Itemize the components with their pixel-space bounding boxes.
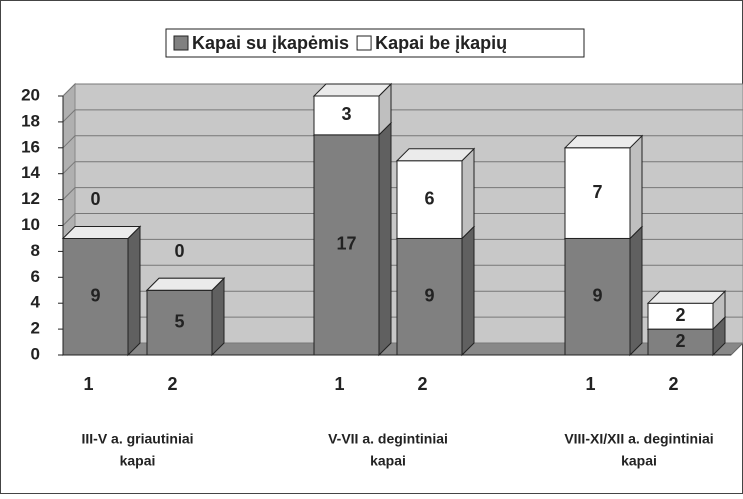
legend-label: Kapai be įkapių bbox=[375, 33, 507, 53]
bar-front bbox=[647, 328, 714, 356]
bar-top bbox=[312, 83, 393, 97]
grid-line bbox=[62, 213, 743, 226]
group-label: VIII-XI/XII a. degintiniai bbox=[564, 431, 713, 447]
bar-segment bbox=[145, 277, 226, 357]
bar-side bbox=[629, 134, 643, 240]
grid-line bbox=[62, 187, 743, 200]
group-label: III-V a. griautiniai bbox=[81, 431, 193, 447]
y-tick-label: 6 bbox=[31, 267, 40, 286]
bar-segment bbox=[563, 134, 644, 240]
bar-front bbox=[564, 237, 631, 356]
data-label: 9 bbox=[424, 285, 434, 305]
group-label: kapai bbox=[621, 453, 657, 469]
grid-line bbox=[62, 109, 743, 123]
data-label: 7 bbox=[592, 182, 602, 202]
bar-top bbox=[395, 148, 476, 162]
bar-segment bbox=[312, 82, 393, 137]
bar-top bbox=[646, 290, 727, 304]
bar-front bbox=[564, 147, 631, 239]
bar-side bbox=[461, 147, 475, 240]
y-tick-label: 0 bbox=[31, 344, 40, 363]
bar-segment bbox=[563, 225, 644, 357]
data-label: 6 bbox=[424, 188, 434, 208]
data-label: 5 bbox=[174, 311, 184, 331]
bar-segment bbox=[646, 289, 727, 331]
group-label: kapai bbox=[120, 453, 156, 469]
data-label: 2 bbox=[675, 305, 685, 325]
group-label: V-VII a. degintiniai bbox=[328, 431, 448, 447]
y-tick-label: 14 bbox=[21, 163, 40, 182]
bar-top bbox=[61, 225, 142, 239]
legend-swatch bbox=[173, 35, 189, 51]
grid-line bbox=[62, 83, 743, 97]
x-tick-label: 2 bbox=[668, 374, 678, 394]
bar-side bbox=[629, 225, 643, 357]
y-tick-label: 10 bbox=[21, 215, 40, 234]
bar-front bbox=[396, 160, 463, 239]
y-tick-label: 18 bbox=[21, 111, 40, 130]
grid-line bbox=[62, 135, 743, 149]
bar-segment bbox=[61, 225, 142, 357]
bar-front bbox=[313, 134, 380, 356]
data-label: 0 bbox=[174, 241, 184, 261]
group-label: kapai bbox=[370, 453, 406, 469]
legend-box bbox=[165, 28, 585, 58]
legend-label: Kapai su įkapėmis bbox=[192, 33, 349, 53]
data-label: 9 bbox=[90, 285, 100, 305]
data-label: 17 bbox=[336, 234, 356, 254]
legend-swatch bbox=[356, 35, 372, 51]
y-tick-label: 20 bbox=[21, 85, 40, 104]
y-tick-label: 12 bbox=[21, 189, 40, 208]
bar-front bbox=[146, 289, 213, 356]
y-tick-label: 8 bbox=[31, 241, 40, 260]
bar-segment bbox=[145, 277, 226, 291]
bar-segment bbox=[61, 225, 142, 239]
bar-side bbox=[461, 225, 475, 357]
bar-segment bbox=[395, 147, 476, 240]
y-tick-label: 4 bbox=[31, 293, 41, 312]
bar-top bbox=[563, 135, 644, 149]
bar-segment bbox=[395, 225, 476, 357]
x-tick-label: 1 bbox=[585, 374, 595, 394]
y-tick-label: 2 bbox=[31, 319, 40, 338]
bar-segment bbox=[312, 121, 393, 357]
data-label: 0 bbox=[90, 189, 100, 209]
bar-front bbox=[313, 95, 380, 136]
bar-side bbox=[211, 277, 225, 357]
bar-top bbox=[145, 277, 226, 291]
bar-side bbox=[127, 225, 141, 357]
y-tick-label: 16 bbox=[21, 137, 40, 156]
data-label: 2 bbox=[675, 331, 685, 351]
x-tick-label: 2 bbox=[167, 374, 177, 394]
bar-front bbox=[62, 237, 129, 356]
grid-line bbox=[62, 161, 743, 175]
data-label: 9 bbox=[592, 285, 602, 305]
data-label: 3 bbox=[341, 104, 351, 124]
bar-front bbox=[647, 302, 714, 330]
x-tick-label: 1 bbox=[83, 374, 93, 394]
bar-side bbox=[378, 121, 392, 357]
x-tick-label: 2 bbox=[417, 374, 427, 394]
x-tick-label: 1 bbox=[334, 374, 344, 394]
